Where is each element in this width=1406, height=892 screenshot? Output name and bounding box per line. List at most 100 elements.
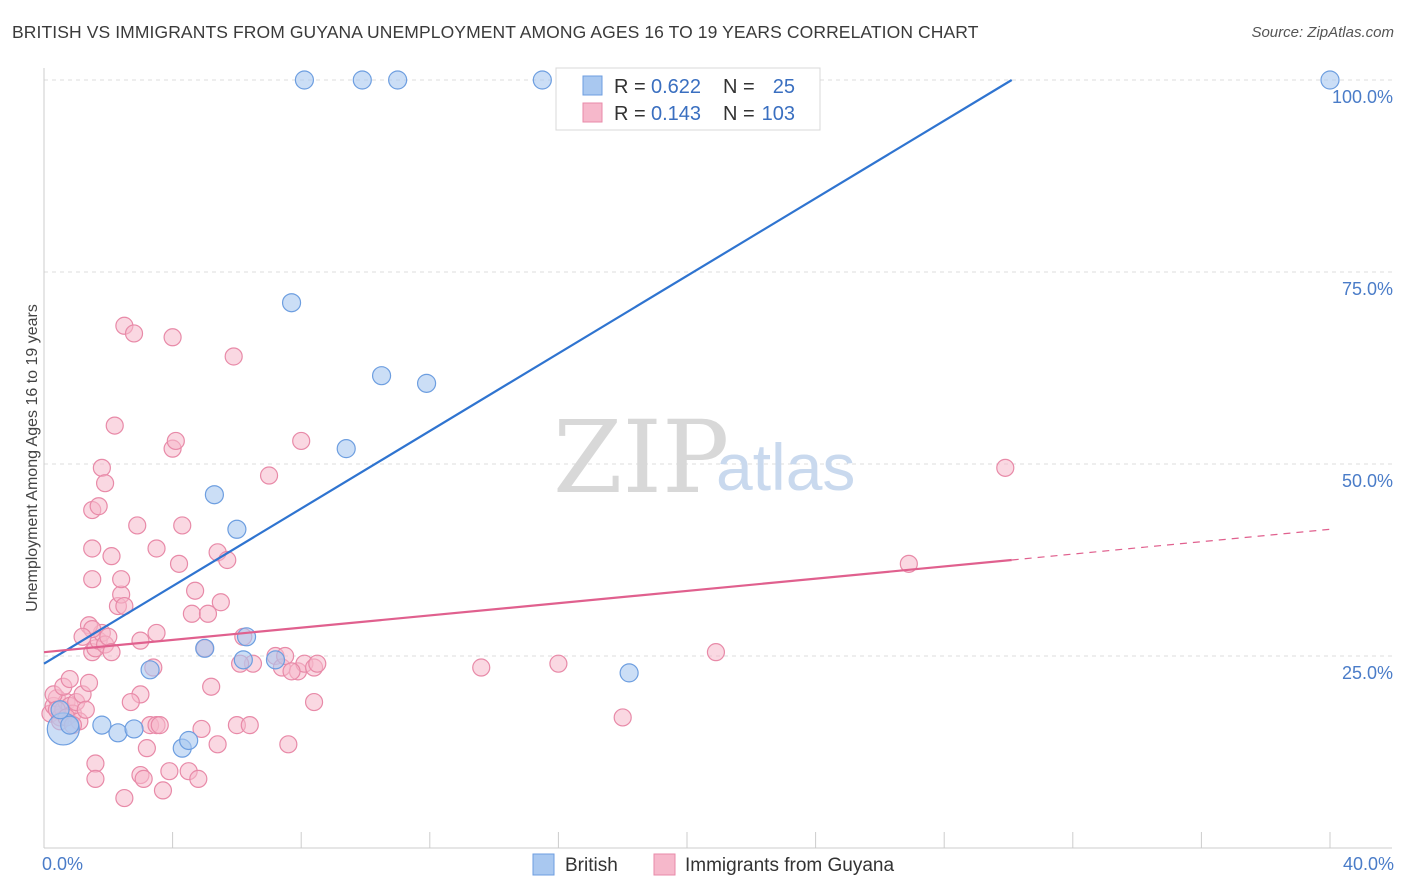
data-point-british: [50, 700, 70, 720]
watermark: ZIP atlas: [553, 399, 855, 516]
data-point-guyana: [211, 593, 230, 612]
data-point-guyana: [134, 769, 153, 788]
data-point-british: [236, 627, 257, 647]
grid-lines: [44, 79, 1392, 657]
data-point-guyana: [147, 623, 166, 643]
data-point-british: [108, 723, 128, 743]
y-tick-label: 75.0%: [1342, 279, 1393, 299]
data-point-british: [1320, 70, 1340, 90]
data-point-guyana: [102, 547, 121, 566]
data-point-british: [336, 439, 356, 459]
y-axis-title: Unemployment Among Ages 16 to 19 years: [24, 304, 41, 612]
data-point-guyana: [613, 708, 632, 727]
data-point-guyana: [189, 769, 208, 788]
data-point-guyana: [308, 654, 327, 673]
data-point-guyana: [102, 643, 121, 662]
data-point-guyana: [182, 604, 201, 623]
y-tick-label: 100.0%: [1332, 87, 1393, 107]
x-axis-ticks: [172, 832, 1331, 848]
data-point-guyana: [60, 669, 79, 689]
data-point-guyana: [124, 324, 144, 343]
data-point-british: [195, 638, 215, 658]
data-point-guyana: [83, 570, 102, 589]
data-point-guyana: [208, 735, 227, 754]
legend-r-label-guyana: R =: [614, 103, 646, 125]
data-point-british: [388, 70, 408, 90]
correlation-legend: R = 0.622 N = 25 R = 0.143 N = 103: [555, 67, 821, 131]
data-point-guyana: [95, 474, 115, 493]
trend-line-guyana-extension: [1011, 528, 1331, 561]
data-point-british: [140, 660, 160, 680]
legend-r-label-british: R =: [614, 76, 646, 98]
data-point-guyana: [996, 458, 1015, 477]
data-point-guyana: [86, 769, 105, 788]
data-point-guyana: [128, 516, 147, 535]
watermark-zip: ZIP: [553, 399, 729, 516]
x-tick-label: 0.0%: [42, 854, 83, 874]
x-axis-tick-labels: 0.0% 40.0%: [42, 854, 1394, 874]
data-point-guyana: [166, 431, 185, 451]
watermark-atlas: atlas: [716, 430, 855, 504]
data-point-guyana: [86, 754, 105, 773]
legend-swatch-guyana: [582, 102, 603, 123]
legend-r-value-guyana: 0.143: [651, 103, 701, 125]
data-point-british: [233, 650, 253, 670]
source-credit: Source: ZipAtlas.com: [1251, 24, 1394, 41]
data-point-guyana: [173, 516, 192, 535]
legend-swatch-british: [582, 75, 603, 96]
data-point-guyana: [472, 658, 491, 677]
data-point-british: [416, 373, 437, 393]
legend-n-label-guyana: N =: [723, 103, 755, 125]
data-point-guyana: [105, 416, 124, 435]
legend-n-label-british: N =: [723, 76, 755, 98]
data-point-guyana: [150, 716, 169, 735]
data-point-guyana: [899, 554, 918, 573]
trend-line-british: [43, 79, 1013, 665]
data-point-british: [60, 715, 80, 735]
data-point-guyana: [240, 716, 259, 735]
legend-label-guyana: Immigrants from Guyana: [685, 855, 894, 876]
data-point-british: [204, 485, 224, 505]
data-point-guyana: [83, 539, 102, 558]
data-point-guyana: [202, 677, 221, 696]
data-point-guyana: [92, 458, 111, 477]
data-point-british: [281, 293, 302, 313]
data-point-british: [179, 730, 199, 751]
data-point-guyana: [73, 627, 92, 646]
x-tick-label: 40.0%: [1343, 854, 1394, 874]
data-point-guyana: [279, 735, 298, 754]
data-point-guyana: [706, 643, 726, 662]
data-point-british: [371, 366, 392, 386]
data-point-guyana: [186, 581, 205, 600]
legend-swatch-british-bottom: [532, 853, 555, 876]
chart-title: BRITISH VS IMMIGRANTS FROM GUYANA UNEMPL…: [12, 22, 979, 42]
data-point-guyana: [292, 431, 311, 451]
data-point-guyana: [259, 466, 279, 485]
data-point-british: [92, 715, 112, 735]
legend-label-british: British: [565, 855, 618, 876]
legend-swatch-guyana-bottom: [653, 853, 676, 876]
data-point-guyana: [192, 719, 211, 739]
y-axis-tick-labels: 25.0% 50.0% 75.0% 100.0%: [1332, 87, 1393, 683]
data-point-guyana: [160, 762, 179, 781]
data-point-guyana: [99, 627, 118, 646]
data-point-guyana: [112, 570, 131, 589]
data-point-guyana: [169, 554, 189, 573]
trend-lines: [43, 79, 1331, 665]
data-point-guyana: [224, 347, 243, 366]
data-point-british: [619, 663, 639, 683]
data-point-guyana: [549, 654, 568, 673]
legend-r-value-british: 0.622: [651, 76, 701, 98]
data-point-guyana: [131, 631, 150, 650]
data-point-guyana: [137, 739, 156, 758]
y-tick-label: 50.0%: [1342, 471, 1393, 491]
data-point-guyana: [76, 700, 95, 719]
series-british-points: [46, 70, 1340, 758]
trend-line-guyana: [43, 558, 1012, 654]
data-point-british: [532, 70, 552, 90]
data-point-guyana: [198, 604, 218, 623]
data-point-british: [265, 650, 286, 670]
data-point-british: [294, 70, 315, 90]
data-point-guyana: [79, 673, 99, 692]
